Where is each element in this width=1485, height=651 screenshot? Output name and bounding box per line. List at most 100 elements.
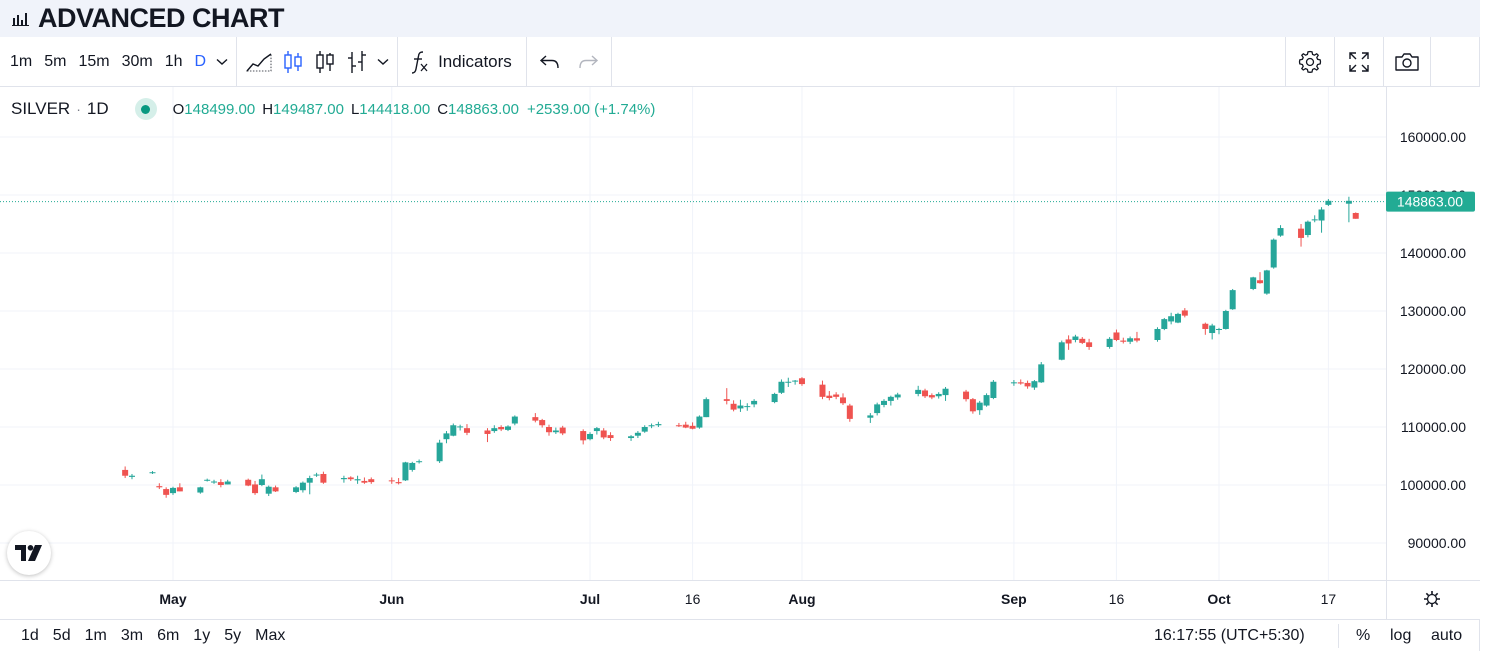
candle-body[interactable] bbox=[593, 428, 600, 432]
candle-body[interactable] bbox=[176, 487, 183, 492]
candle-body[interactable] bbox=[634, 432, 641, 436]
candle-body[interactable] bbox=[1168, 316, 1175, 322]
candle-body[interactable] bbox=[559, 427, 566, 434]
range-5y[interactable]: 5y bbox=[224, 626, 242, 644]
candle-body[interactable] bbox=[498, 427, 505, 430]
candle-body[interactable] bbox=[826, 395, 833, 398]
fullscreen-button[interactable] bbox=[1334, 37, 1382, 87]
candle-body[interactable] bbox=[354, 479, 361, 481]
candle-body[interactable] bbox=[299, 482, 306, 491]
interval-5m[interactable]: 5m bbox=[44, 52, 67, 70]
candle-body[interactable] bbox=[320, 473, 327, 483]
candle-body[interactable] bbox=[443, 433, 450, 440]
chart-style-dropdown-button[interactable] bbox=[373, 44, 393, 80]
candle-body[interactable] bbox=[833, 394, 840, 397]
candle-body[interactable] bbox=[628, 436, 635, 439]
candle-body[interactable] bbox=[1024, 382, 1031, 387]
candle-body[interactable] bbox=[675, 425, 682, 427]
candle-body[interactable] bbox=[587, 433, 594, 440]
candle-body[interactable] bbox=[1304, 221, 1311, 236]
candle-body[interactable] bbox=[1202, 323, 1209, 329]
candle-body[interactable] bbox=[1065, 339, 1072, 344]
range-6m[interactable]: 6m bbox=[157, 626, 180, 644]
candle-body[interactable] bbox=[696, 416, 703, 428]
candle-body[interactable] bbox=[1079, 338, 1086, 343]
candle-body[interactable] bbox=[976, 402, 983, 411]
chart-style-bars-button[interactable] bbox=[341, 44, 373, 80]
candle-body[interactable] bbox=[347, 477, 354, 480]
candle-body[interactable] bbox=[1209, 325, 1216, 334]
interval-15m[interactable]: 15m bbox=[78, 52, 110, 70]
candle-body[interactable] bbox=[1250, 277, 1257, 289]
candle-body[interactable] bbox=[252, 484, 259, 494]
log-toggle[interactable]: log bbox=[1390, 626, 1412, 644]
candle-body[interactable] bbox=[122, 469, 129, 476]
candle-body[interactable] bbox=[511, 416, 518, 424]
candle-body[interactable] bbox=[128, 475, 135, 477]
chart-style-candles-button[interactable] bbox=[277, 44, 309, 80]
candle-body[interactable] bbox=[504, 426, 511, 430]
candle-body[interactable] bbox=[730, 403, 737, 410]
screenshot-button[interactable] bbox=[1383, 37, 1431, 87]
candle-body[interactable] bbox=[1113, 332, 1120, 340]
candle-body[interactable] bbox=[1120, 340, 1127, 342]
candle-body[interactable] bbox=[1106, 338, 1113, 347]
candle-body[interactable] bbox=[703, 399, 710, 418]
interval-dropdown-button[interactable] bbox=[212, 44, 232, 80]
candle-body[interactable] bbox=[928, 395, 935, 398]
candle-body[interactable] bbox=[839, 397, 846, 404]
candle-body[interactable] bbox=[1277, 228, 1284, 236]
interval-1m[interactable]: 1m bbox=[10, 52, 33, 70]
candle-body[interactable] bbox=[751, 400, 758, 405]
candle-body[interactable] bbox=[395, 482, 402, 484]
candle-body[interactable] bbox=[546, 427, 553, 433]
interval-1h[interactable]: 1h bbox=[164, 52, 183, 70]
timezone-clock[interactable]: 16:17:55 (UTC+5:30) bbox=[1154, 626, 1305, 644]
candle-body[interactable] bbox=[1229, 290, 1236, 310]
candle-body[interactable] bbox=[641, 427, 648, 432]
legend-interval[interactable]: 1D bbox=[86, 99, 109, 118]
range-max[interactable]: Max bbox=[255, 626, 286, 644]
candle-body[interactable] bbox=[1270, 239, 1277, 268]
candle-body[interactable] bbox=[552, 430, 559, 433]
candle-body[interactable] bbox=[293, 487, 300, 492]
candle-body[interactable] bbox=[1298, 228, 1305, 238]
candle-body[interactable] bbox=[1017, 382, 1024, 384]
candle-body[interactable] bbox=[819, 384, 826, 397]
candle-body[interactable] bbox=[340, 478, 347, 480]
candle-body[interactable] bbox=[163, 489, 170, 495]
redo-button[interactable] bbox=[569, 44, 607, 80]
candle-body[interactable] bbox=[1127, 338, 1134, 342]
candle-body[interactable] bbox=[1263, 270, 1270, 294]
candle-body[interactable] bbox=[1257, 280, 1264, 284]
range-3m[interactable]: 3m bbox=[120, 626, 144, 644]
candle-body[interactable] bbox=[580, 431, 587, 441]
candle-body[interactable] bbox=[224, 481, 231, 485]
candle-body[interactable] bbox=[881, 400, 888, 405]
candle-body[interactable] bbox=[436, 442, 443, 462]
last-price-tag[interactable] bbox=[1386, 191, 1475, 212]
candle-body[interactable] bbox=[1311, 219, 1318, 221]
candle-body[interactable] bbox=[887, 396, 894, 401]
interval-30m[interactable]: 30m bbox=[121, 52, 153, 70]
candle-body[interactable] bbox=[491, 428, 498, 432]
candle-body[interactable] bbox=[1154, 328, 1161, 340]
tradingview-logo[interactable] bbox=[7, 531, 51, 575]
candle-body[interactable] bbox=[1072, 336, 1079, 340]
candle-body[interactable] bbox=[1352, 212, 1359, 219]
candle-body[interactable] bbox=[197, 487, 204, 493]
candle-body[interactable] bbox=[245, 479, 252, 486]
candle-body[interactable] bbox=[1133, 338, 1140, 341]
candle-body[interactable] bbox=[409, 462, 416, 470]
candle-body[interactable] bbox=[1010, 382, 1017, 384]
candle-body[interactable] bbox=[867, 415, 874, 418]
candle-body[interactable] bbox=[156, 486, 163, 488]
candle-body[interactable] bbox=[607, 435, 614, 439]
candle-body[interactable] bbox=[211, 481, 218, 483]
candle-body[interactable] bbox=[539, 420, 546, 426]
candle-body[interactable] bbox=[922, 390, 929, 397]
candle-body[interactable] bbox=[1086, 342, 1093, 347]
settings-button[interactable] bbox=[1285, 37, 1333, 87]
candle-body[interactable] bbox=[1038, 364, 1045, 383]
candle-body[interactable] bbox=[265, 486, 272, 494]
